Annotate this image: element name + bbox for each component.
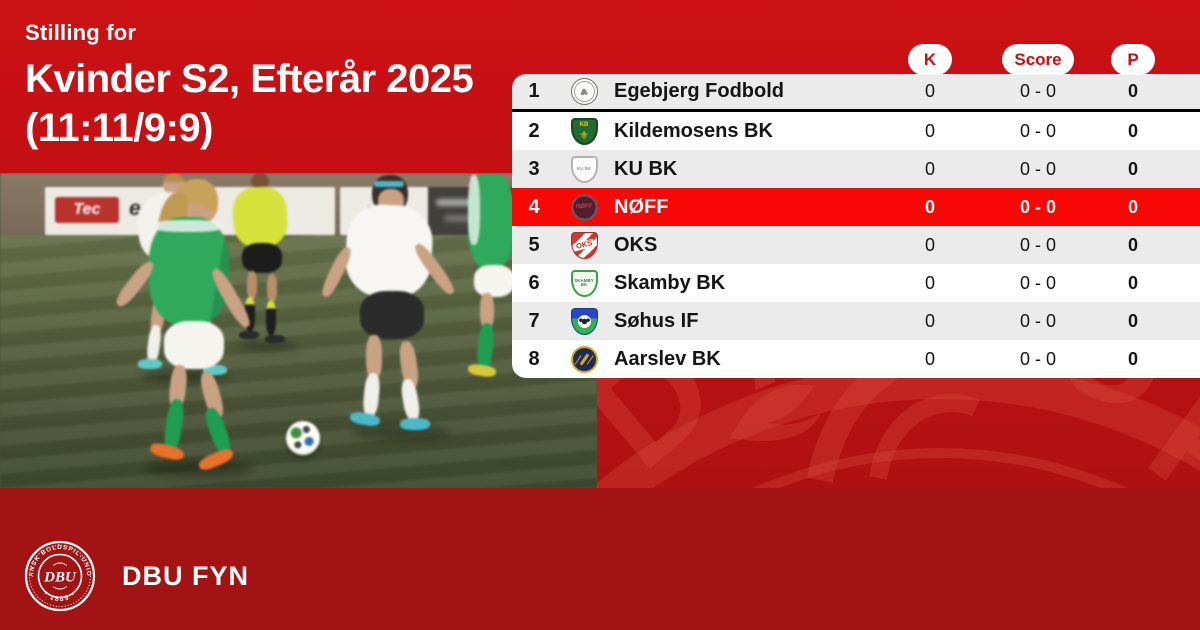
title-block: Stilling for Kvinder S2, Efterår 2025 (1… (25, 20, 474, 153)
club-logo (570, 78, 598, 105)
position-cell: 4 (528, 195, 540, 218)
score-value: 0 - 0 (1019, 272, 1057, 293)
matches-value: 0 (924, 234, 935, 255)
position-cell: 2 (528, 119, 540, 142)
club-logo: KB (570, 117, 598, 145)
club-logo: OKS (570, 231, 598, 259)
team-name: Egebjerg Fodbold (614, 80, 784, 102)
table-row: 1 Egebjerg Fodbold 0 0 - 0 0 (512, 74, 1200, 112)
column-pill-p: P (1111, 44, 1155, 75)
footer-branding: DANSK BOLDSPIL-UNION · 1889 · DBU DBU FY… (24, 540, 249, 612)
points-value: 0 (1127, 348, 1138, 369)
title-line-1: Kvinder S2, Efterår 2025 (25, 57, 474, 101)
position-cell: 8 (528, 347, 540, 370)
score-value: 0 - 0 (1019, 310, 1057, 331)
column-label-p: P (1127, 49, 1139, 69)
football (286, 421, 320, 455)
matches-value: 0 (924, 348, 935, 369)
table-row: 6 SKAMBY BK Skamby BK 0 0 - 0 0 (512, 264, 1200, 302)
team-name: OKS (614, 233, 658, 256)
points-value: 0 (1127, 272, 1138, 293)
match-photo: Tec enter Vejle (0, 173, 597, 488)
team-name: Kildemosens BK (614, 119, 773, 142)
matches-value: 0 (924, 196, 935, 217)
club-logo (570, 345, 598, 373)
points-value: 0 (1127, 120, 1138, 141)
club-logo (570, 307, 598, 335)
title-line-2: (11:11/9:9) (25, 106, 213, 150)
club-logo: KU BK (570, 155, 598, 183)
matches-value: 0 (924, 120, 935, 141)
club-logo-label: KU BK (576, 165, 592, 171)
table-row: 3 KU BK KU BK 0 0 - 0 0 (512, 150, 1200, 188)
emblem-year-text: · 1889 · (42, 591, 76, 603)
standings-table: 1 Egebjerg Fodbold 0 0 - 0 0 2 KB Kildem… (512, 74, 1200, 378)
points-value: 0 (1127, 81, 1138, 101)
team-name: Skamby BK (614, 271, 726, 294)
team-name: Søhus IF (614, 309, 699, 332)
column-pill-k: K (908, 44, 952, 75)
table-row: 7 Søhus IF 0 0 - 0 0 (512, 302, 1200, 340)
photo-content: Tec enter Vejle (0, 173, 597, 488)
score-value: 0 - 0 (1019, 196, 1057, 217)
eyebrow-label: Stilling for (25, 20, 137, 45)
points-value: 0 (1127, 196, 1138, 217)
club-logo: SKAMBY BK (570, 269, 598, 297)
matches-value: 0 (924, 158, 935, 179)
standings-table-body: 1 Egebjerg Fodbold 0 0 - 0 0 2 KB Kildem… (512, 74, 1200, 378)
points-value: 0 (1127, 234, 1138, 255)
column-label-k: K (923, 49, 937, 69)
points-value: 0 (1127, 310, 1138, 331)
ad-tec-logo: Tec (55, 197, 119, 223)
position-cell: 5 (528, 233, 540, 256)
brand-name: DBU FYN (122, 560, 249, 591)
column-label-score: Score (1014, 49, 1062, 69)
svg-text:· 1889 ·: · 1889 · (42, 591, 78, 603)
team-name: Aarslev BK (614, 347, 721, 370)
column-pill-score: Score (1002, 44, 1074, 75)
club-logo-label: KB (579, 122, 589, 128)
club-logo: NØFF (570, 193, 598, 221)
score-value: 0 - 0 (1019, 81, 1057, 101)
table-row: 2 KB Kildemosens BK 0 0 - 0 0 (512, 112, 1200, 150)
table-row: 5 OKS OKS 0 0 - 0 0 (512, 226, 1200, 264)
position-cell: 3 (528, 157, 540, 180)
position-cell: 7 (528, 309, 540, 332)
table-row: 8 Aarslev BK 0 0 - 0 0 (512, 340, 1200, 378)
score-value: 0 - 0 (1019, 120, 1057, 141)
matches-value: 0 (924, 272, 935, 293)
score-value: 0 - 0 (1019, 348, 1057, 369)
club-logo-label: NØFF (575, 204, 593, 210)
score-value: 0 - 0 (1019, 158, 1057, 179)
points-value: 0 (1127, 158, 1138, 179)
lower-red-strip (0, 488, 1200, 630)
position-cell: 1 (528, 80, 540, 102)
page-title: Kvinder S2, Efterår 2025 (11:11/9:9) (25, 55, 474, 153)
dbu-emblem-icon: DANSK BOLDSPIL-UNION · 1889 · DBU (24, 540, 96, 612)
position-cell: 6 (528, 271, 540, 294)
table-row: 4 NØFF NØFF 0 0 - 0 0 (512, 188, 1200, 226)
club-logo-label: OKS (573, 238, 595, 252)
score-value: 0 - 0 (1019, 234, 1057, 255)
club-logo-label: SKAMBY BK (574, 277, 594, 287)
team-name: KU BK (614, 157, 678, 180)
matches-value: 0 (924, 81, 935, 101)
team-name: NØFF (614, 195, 669, 218)
matches-value: 0 (924, 310, 935, 331)
emblem-center-text: DBU (43, 570, 77, 586)
